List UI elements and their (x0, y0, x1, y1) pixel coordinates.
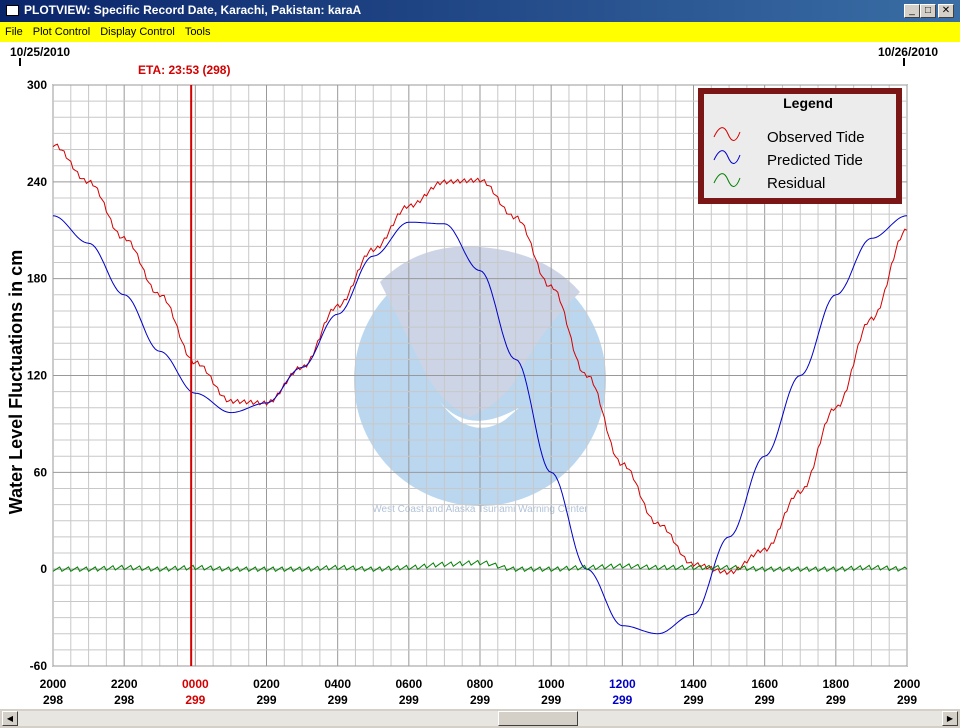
title-bar: PLOTVIEW: Specific Record Date, Karachi,… (0, 0, 960, 22)
legend-swatch-predicted (713, 150, 741, 164)
plot-grid (52, 84, 908, 667)
x-tick-time: 2000 (894, 677, 921, 691)
legend-label-residual: Residual (767, 175, 825, 192)
x-tick-time: 2200 (111, 677, 138, 691)
app-icon (6, 5, 19, 16)
x-tick-day: 299 (328, 693, 348, 707)
x-tick-day: 299 (185, 693, 205, 707)
x-tick-time: 1600 (751, 677, 778, 691)
menu-tools[interactable]: Tools (184, 26, 211, 38)
legend-box: Legend Observed Tide Predicted Tide Resi… (698, 88, 902, 204)
y-tick-label: 120 (27, 369, 47, 383)
menu-plot-control[interactable]: Plot Control (32, 26, 91, 38)
tide-chart: 10/25/2010 10/26/2010 ETA: 23:53 (298) W… (6, 45, 938, 707)
x-tick-day: 299 (612, 693, 632, 707)
x-tick-time: 0400 (324, 677, 351, 691)
minimize-button[interactable]: _ (904, 4, 920, 18)
y-tick-label: 60 (34, 465, 48, 479)
y-axis-title: Water Level Fluctuations in cm (6, 250, 26, 514)
legend-swatch-observed (713, 127, 741, 141)
series-residual-line (52, 559, 908, 573)
date-end-label: 10/26/2010 (878, 45, 938, 59)
menu-bar: File Plot Control Display Control Tools (0, 22, 960, 42)
legend-swatch-residual (713, 173, 741, 187)
series-predicted-line (52, 215, 908, 635)
x-axis-ticks: 2000 298 2200 298 0000 299 0200 299 0400 299 0600 2… (40, 677, 921, 707)
horizontal-scrollbar[interactable]: ◀ ▶ (0, 709, 960, 728)
x-tick-day: 299 (399, 693, 419, 707)
menu-file[interactable]: File (5, 26, 23, 38)
x-tick-time: 0800 (467, 677, 494, 691)
data-series (52, 85, 908, 666)
x-tick-day: 299 (683, 693, 703, 707)
x-tick-day: 298 (114, 693, 134, 707)
x-tick-time: 0000 (182, 677, 209, 691)
menu-display-control[interactable]: Display Control (100, 26, 175, 38)
legend-title: Legend (783, 95, 833, 111)
x-tick-time: 1000 (538, 677, 565, 691)
x-tick-day: 299 (755, 693, 775, 707)
x-tick-time: 2000 (40, 677, 67, 691)
close-button[interactable]: ✕ (938, 4, 954, 18)
x-tick-time: 1800 (822, 677, 849, 691)
scroll-right-arrow-icon[interactable]: ▶ (942, 711, 958, 726)
x-tick-day: 299 (826, 693, 846, 707)
eta-label: ETA: 23:53 (298) (138, 63, 230, 77)
y-tick-label: 180 (27, 272, 47, 286)
plot-area: 10/25/2010 10/26/2010 ETA: 23:53 (298) W… (0, 42, 960, 709)
x-tick-day: 299 (256, 693, 276, 707)
y-tick-label: 300 (27, 78, 47, 92)
x-tick-time: 1200 (609, 677, 636, 691)
y-tick-label: 0 (40, 562, 47, 576)
x-tick-time: 0200 (253, 677, 280, 691)
y-tick-label: -60 (30, 659, 48, 673)
legend-label-predicted: Predicted Tide (767, 152, 863, 169)
legend-label-observed: Observed Tide (767, 129, 865, 146)
x-tick-day: 298 (43, 693, 63, 707)
y-tick-label: 240 (27, 175, 47, 189)
scroll-thumb[interactable] (498, 711, 578, 726)
x-tick-day: 299 (470, 693, 490, 707)
series-observed-line (52, 143, 908, 576)
x-tick-time: 0600 (395, 677, 422, 691)
window-title: PLOTVIEW: Specific Record Date, Karachi,… (24, 3, 362, 17)
x-tick-time: 1400 (680, 677, 707, 691)
scroll-track[interactable] (18, 711, 942, 726)
x-tick-day: 299 (897, 693, 917, 707)
x-tick-day: 299 (541, 693, 561, 707)
scroll-left-arrow-icon[interactable]: ◀ (2, 711, 18, 726)
maximize-button[interactable]: □ (920, 4, 936, 18)
date-start-label: 10/25/2010 (10, 45, 70, 59)
legend-panel (704, 94, 896, 198)
y-axis-ticks: 300 240 180 120 60 0 -60 (27, 78, 47, 673)
noaa-logo-wing (440, 402, 520, 428)
